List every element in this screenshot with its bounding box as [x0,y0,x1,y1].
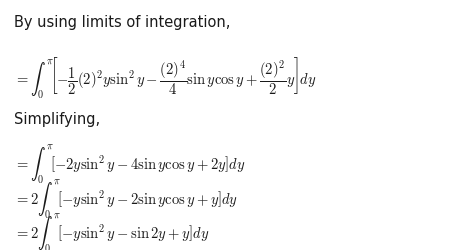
Text: $= \int_0^{\pi}\!\left[-2y\sin^2 y - 4\sin y\cos y + 2y\right] dy$: $= \int_0^{\pi}\!\left[-2y\sin^2 y - 4\s… [14,143,246,186]
Text: By using limits of integration,: By using limits of integration, [14,15,230,30]
Text: $= 2\int_0^{\pi}\!\left[-y\sin^2 y - 2\sin y\cos y + y\right] dy$: $= 2\int_0^{\pi}\!\left[-y\sin^2 y - 2\s… [14,178,238,221]
Text: $= \int_0^{\pi}\!\left[-\dfrac{1}{2}(2)^2 y\sin^2 y - \dfrac{(2)^{4}}{4}\sin y\c: $= \int_0^{\pi}\!\left[-\dfrac{1}{2}(2)^… [14,55,317,101]
Text: $= 2\int_0^{\pi}\!\left[-y\sin^2 y - \sin 2y + y\right] dy$: $= 2\int_0^{\pi}\!\left[-y\sin^2 y - \si… [14,212,210,250]
Text: Simplifying,: Simplifying, [14,112,100,127]
